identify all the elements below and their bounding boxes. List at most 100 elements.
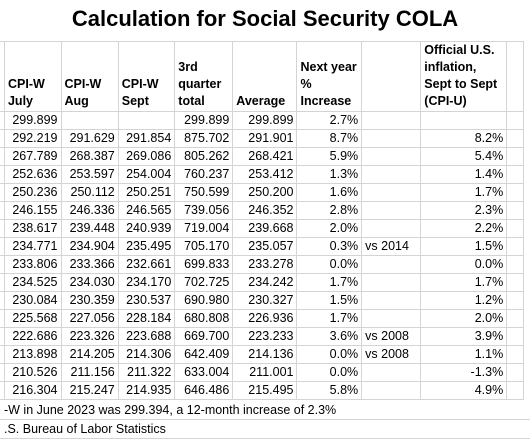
cell-official: 1.1% — [420, 345, 508, 364]
header-cpiw-aug: CPI-W Aug — [60, 41, 119, 112]
cell-note — [361, 255, 422, 274]
cell-total: 739.056 — [174, 201, 234, 220]
cell-increase: 5.8% — [296, 381, 363, 400]
cola-spreadsheet: CPI-W July CPI-W Aug CPI-W Sept 3rd quar… — [0, 41, 524, 400]
cell-total: 719.004 — [174, 219, 234, 238]
cell-sept — [117, 111, 176, 130]
cell-average: 214.136 — [232, 345, 298, 364]
cell-average: 291.901 — [232, 129, 298, 148]
cell-total: 669.700 — [174, 327, 234, 346]
cell-aug: 227.056 — [60, 309, 119, 328]
cell-aug: 246.336 — [60, 201, 119, 220]
header-cpiw-july: CPI-W July — [3, 41, 62, 112]
cell-increase: 0.3% — [296, 237, 363, 256]
cell-total: 646.486 — [174, 381, 234, 400]
cell-july: 267.789 — [3, 147, 62, 166]
cell-increase: 8.7% — [296, 129, 363, 148]
footnote-cpiw-june: -W in June 2023 was 299.394, a 12-month … — [0, 401, 530, 420]
cell-july: 299.899 — [3, 111, 62, 130]
cell-overflow — [506, 129, 524, 148]
cell-total: 690.980 — [174, 291, 234, 310]
cell-sept: 223.688 — [117, 327, 176, 346]
cell-sept: 232.661 — [117, 255, 176, 274]
cell-july: 213.898 — [3, 345, 62, 364]
cell-aug: 234.030 — [60, 273, 119, 292]
cell-sept: 240.939 — [117, 219, 176, 238]
cell-official: 8.2% — [420, 129, 508, 148]
cell-average: 233.278 — [232, 255, 298, 274]
cell-average: 215.495 — [232, 381, 298, 400]
cell-sept: 228.184 — [117, 309, 176, 328]
cell-average: 253.412 — [232, 165, 298, 184]
header-next-year-increase: Next year % Increase — [296, 41, 363, 112]
cell-increase: 2.7% — [296, 111, 363, 130]
cell-overflow — [506, 363, 524, 382]
cell-note: vs 2014 — [361, 237, 422, 256]
cell-total: 680.808 — [174, 309, 234, 328]
cell-overflow — [506, 147, 524, 166]
table-row: 246.155 246.336 246.565 739.056 246.352 2.8% 2… — [0, 201, 524, 220]
cell-overflow — [506, 219, 524, 238]
table-row: 233.806 233.366 232.661 699.833 233.278 0.0% 0… — [0, 255, 524, 274]
cell-official: 5.4% — [420, 147, 508, 166]
cell-official: 0.0% — [420, 255, 508, 274]
cell-sept: 254.004 — [117, 165, 176, 184]
cell-average: 268.421 — [232, 147, 298, 166]
cell-aug: 234.904 — [60, 237, 119, 256]
cell-july: 234.525 — [3, 273, 62, 292]
cell-aug: 223.326 — [60, 327, 119, 346]
cell-average: 226.936 — [232, 309, 298, 328]
cell-aug: 230.359 — [60, 291, 119, 310]
cell-increase: 1.6% — [296, 183, 363, 202]
cell-increase: 0.0% — [296, 345, 363, 364]
table-row: 234.525 234.030 234.170 702.725 234.242 1.7% 1… — [0, 273, 524, 292]
cell-official: 1.7% — [420, 183, 508, 202]
cell-overflow — [506, 291, 524, 310]
header-row: CPI-W July CPI-W Aug CPI-W Sept 3rd quar… — [0, 41, 524, 112]
cell-july: 250.236 — [3, 183, 62, 202]
cell-average: 239.668 — [232, 219, 298, 238]
footnote-source: .S. Bureau of Labor Statistics — [0, 420, 530, 439]
table-row: 234.771 234.904 235.495 705.170 235.057 0.3% v… — [0, 237, 524, 256]
cell-overflow — [506, 111, 524, 130]
table-row: 252.636 253.597 254.004 760.237 253.412 1.3% 1… — [0, 165, 524, 184]
cell-aug: 215.247 — [60, 381, 119, 400]
cell-total: 750.599 — [174, 183, 234, 202]
cell-sept: 250.251 — [117, 183, 176, 202]
cell-average: 234.242 — [232, 273, 298, 292]
cell-increase: 1.7% — [296, 273, 363, 292]
table-row: 292.219 291.629 291.854 875.702 291.901 8.7% 8… — [0, 129, 524, 148]
cell-note: vs 2008 — [361, 327, 422, 346]
cell-july: 238.617 — [3, 219, 62, 238]
cell-note — [361, 291, 422, 310]
cell-note: vs 2008 — [361, 345, 422, 364]
footnotes: -W in June 2023 was 299.394, a 12-month … — [0, 401, 530, 439]
cell-official: -1.3% — [420, 363, 508, 382]
cell-aug — [60, 111, 119, 130]
header-average: Average — [232, 41, 298, 112]
cell-july: 210.526 — [3, 363, 62, 382]
cell-july: 216.304 — [3, 381, 62, 400]
cell-overflow — [506, 381, 524, 400]
header-q3-total: 3rd quarter total — [174, 41, 234, 112]
cell-increase: 2.0% — [296, 219, 363, 238]
cell-average: 230.327 — [232, 291, 298, 310]
cell-increase: 3.6% — [296, 327, 363, 346]
cell-official: 1.2% — [420, 291, 508, 310]
cell-overflow — [506, 183, 524, 202]
table-row: 216.304 215.247 214.935 646.486 215.495 5.8% 4… — [0, 381, 524, 400]
page-title: Calculation for Social Security COLA — [71, 6, 459, 31]
cell-july: 222.686 — [3, 327, 62, 346]
cell-note — [361, 111, 422, 130]
cell-aug: 250.112 — [60, 183, 119, 202]
cell-total: 642.409 — [174, 345, 234, 364]
cell-overflow — [506, 327, 524, 346]
table-row: 230.084 230.359 230.537 690.980 230.327 1.5% 1… — [0, 291, 524, 310]
cell-increase: 1.7% — [296, 309, 363, 328]
cell-overflow — [506, 309, 524, 328]
cell-increase: 5.9% — [296, 147, 363, 166]
cell-total: 705.170 — [174, 237, 234, 256]
header-overflow-cell — [506, 41, 524, 112]
cell-note — [361, 183, 422, 202]
cell-official: 2.2% — [420, 219, 508, 238]
